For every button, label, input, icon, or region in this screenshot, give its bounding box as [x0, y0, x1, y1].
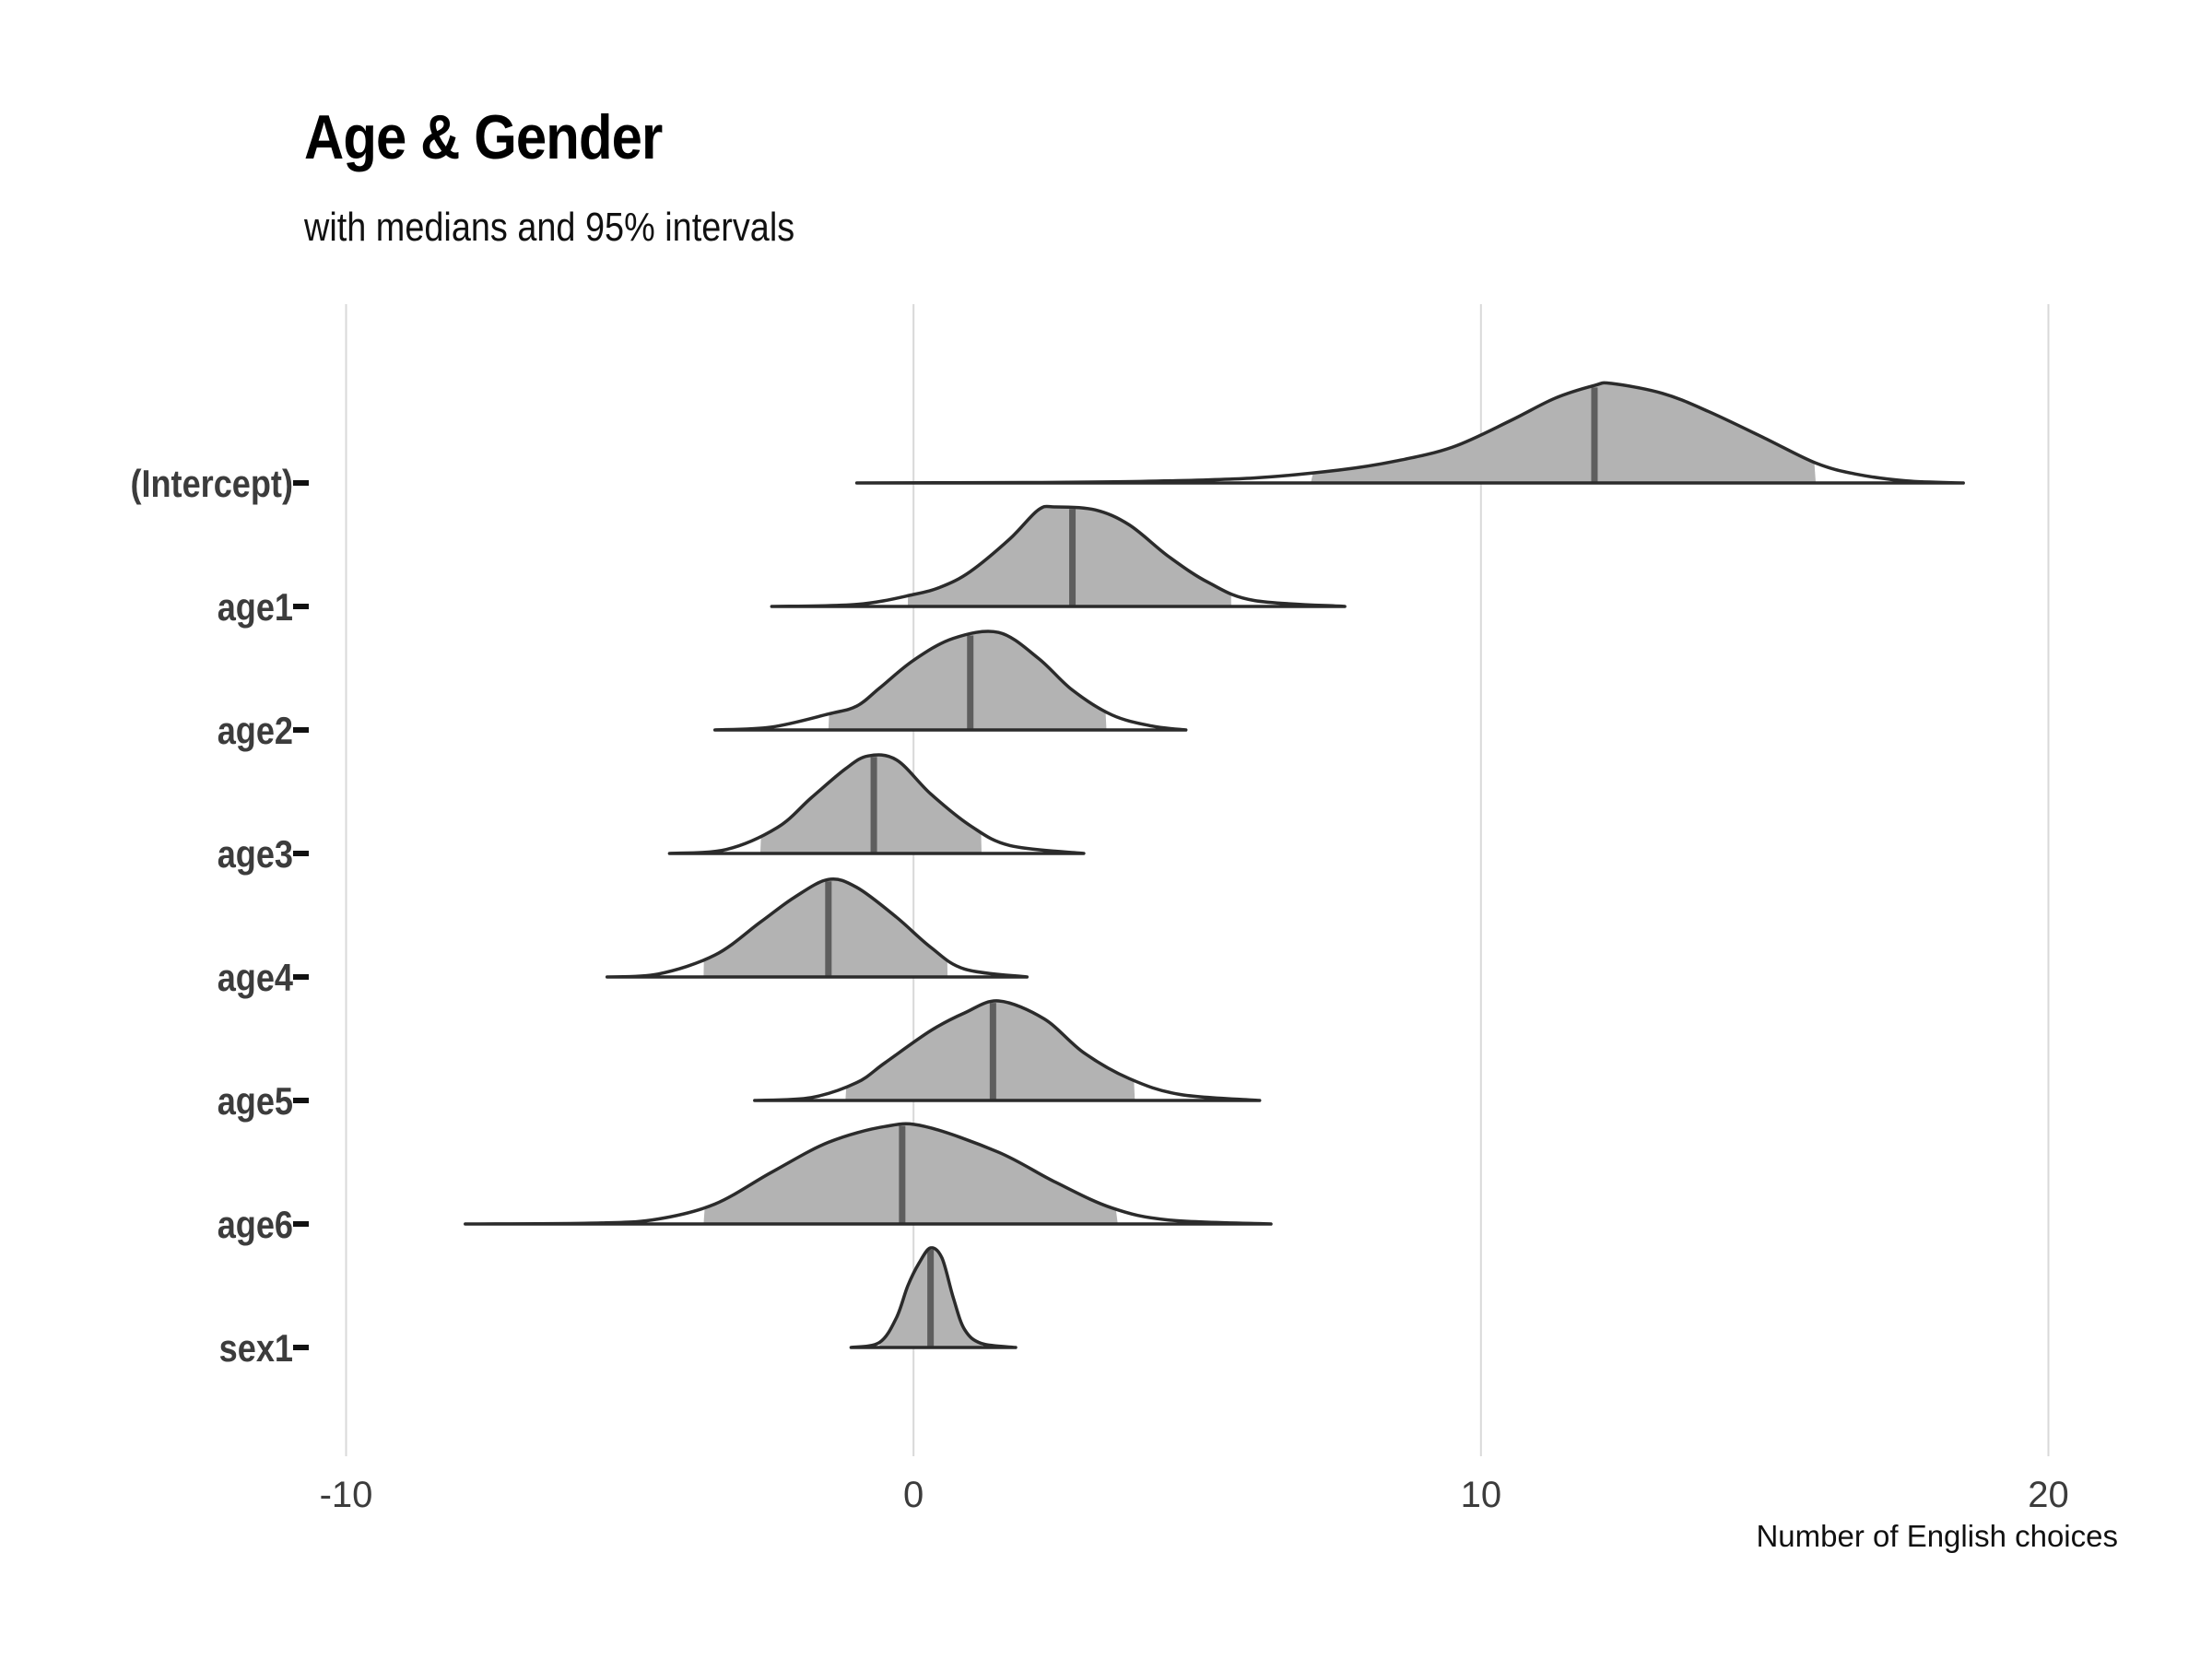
density-outline	[605, 877, 1030, 979]
ridge-age3	[667, 753, 1086, 855]
y-axis: (Intercept) age1 age2 age3 age4 age5 age6 sex1	[130, 464, 309, 1371]
x-axis-label: Number of English choices	[1756, 1519, 2118, 1553]
y-tick-label: age5	[218, 1081, 293, 1124]
x-tick-label: 20	[2028, 1475, 2069, 1515]
x-axis: -10 0 10 20	[320, 1475, 2069, 1515]
chart-title: Age & Gender	[304, 102, 663, 172]
x-tick-label: 0	[903, 1475, 924, 1515]
grid-lines	[345, 304, 2050, 1456]
density-outline	[464, 1122, 1273, 1226]
ridge-age5	[753, 999, 1262, 1102]
ridge-sex1	[849, 1246, 1018, 1349]
density-outline	[854, 381, 1965, 485]
y-tick-label: age2	[218, 711, 293, 753]
y-tick-label: sex1	[219, 1328, 293, 1371]
interval-fill	[703, 1124, 1118, 1224]
ridges	[464, 381, 1965, 1349]
density-outline	[712, 629, 1188, 732]
y-tick-label: age1	[218, 587, 293, 629]
y-tick-label: (Intercept)	[130, 464, 293, 506]
density-outline	[770, 504, 1347, 608]
interval-fill	[1311, 382, 1817, 483]
y-tick-label: age4	[218, 958, 294, 1000]
y-tick-label: age3	[218, 834, 293, 877]
ridge-age6	[464, 1122, 1273, 1226]
ridge-age1	[770, 504, 1347, 608]
density-outline	[753, 999, 1262, 1102]
ridge-age4	[605, 877, 1030, 979]
chart-subtitle: with medians and 95% intervals	[304, 205, 795, 250]
x-tick-label: -10	[320, 1475, 373, 1515]
y-tick-label: age6	[218, 1205, 293, 1247]
ridge-age2	[712, 629, 1188, 732]
x-tick-label: 10	[1461, 1475, 1502, 1515]
density-outline	[667, 753, 1086, 855]
density-outline	[849, 1246, 1018, 1349]
ridge-intercept	[854, 381, 1965, 485]
